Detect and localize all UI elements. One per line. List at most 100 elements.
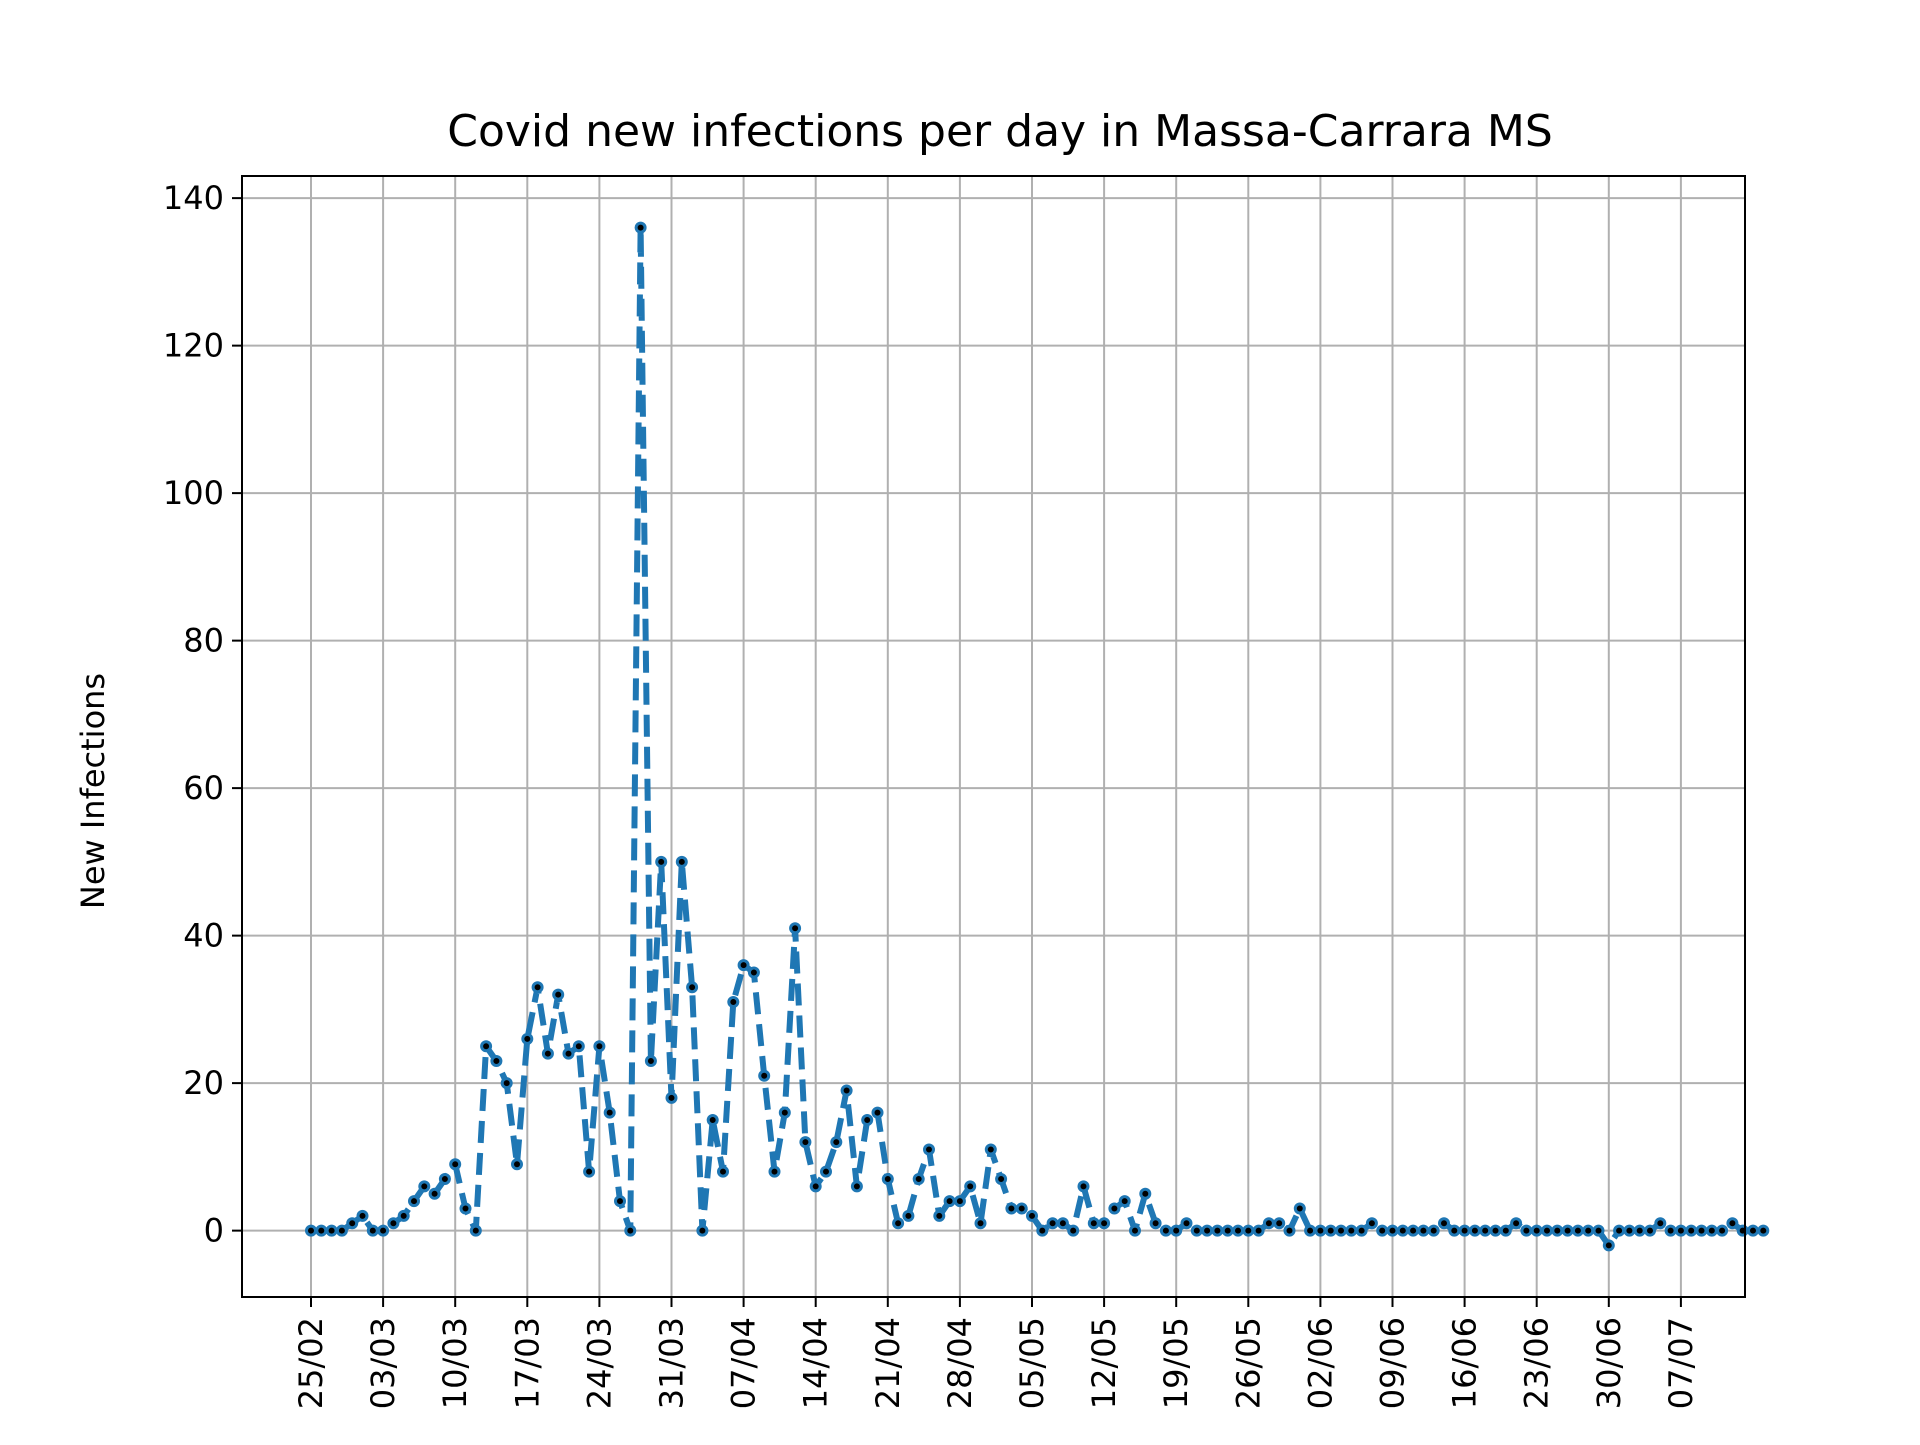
data-point — [727, 996, 740, 1008]
data-point — [1232, 1224, 1244, 1237]
data-point — [706, 1114, 719, 1126]
data-point — [397, 1209, 410, 1222]
x-tick-label: 30/06 — [1590, 1317, 1628, 1409]
data-point — [1633, 1224, 1646, 1237]
data-point — [335, 1224, 348, 1237]
x-tick-label: 03/03 — [364, 1317, 402, 1409]
data-point — [675, 855, 688, 868]
data-point — [1190, 1224, 1203, 1237]
chart-title: Covid new infections per day in Massa-Ca… — [447, 106, 1553, 157]
data-point — [1520, 1224, 1533, 1237]
x-tick-label: 02/06 — [1301, 1317, 1339, 1409]
x-tick-label: 07/04 — [725, 1317, 763, 1409]
data-point — [820, 1165, 832, 1178]
data-point — [325, 1224, 338, 1237]
data-point — [1396, 1224, 1409, 1237]
plot-frame — [241, 175, 1746, 1298]
data-point — [830, 1136, 843, 1149]
data-point — [490, 1055, 503, 1067]
data-point — [840, 1084, 853, 1097]
data-point — [634, 221, 647, 234]
data-point — [593, 1040, 606, 1053]
data-point — [1015, 1202, 1028, 1215]
data-point — [1582, 1224, 1595, 1237]
data-point — [305, 1224, 317, 1237]
x-tick-label: 25/02 — [292, 1317, 330, 1409]
data-point — [1448, 1224, 1461, 1237]
data-point — [603, 1106, 616, 1119]
data-point — [923, 1143, 935, 1156]
data-point — [366, 1224, 379, 1237]
data-point — [1201, 1224, 1214, 1237]
data-point — [1407, 1224, 1420, 1237]
data-point — [469, 1224, 482, 1237]
x-tick-label: 05/05 — [1013, 1317, 1051, 1409]
data-point — [933, 1209, 946, 1222]
data-point — [717, 1165, 729, 1178]
data-point — [624, 1224, 637, 1237]
data-point — [995, 1173, 1008, 1185]
data-point — [1180, 1217, 1193, 1230]
data-point — [356, 1209, 369, 1222]
data-point — [686, 981, 699, 994]
x-tick-label: 16/06 — [1446, 1317, 1484, 1409]
data-point — [1551, 1224, 1564, 1237]
data-point — [644, 1055, 657, 1067]
data-point — [1592, 1224, 1605, 1237]
data-point — [449, 1158, 462, 1171]
data-point — [861, 1114, 874, 1126]
data-point — [768, 1165, 781, 1178]
data-point — [614, 1195, 626, 1208]
data-point — [1613, 1224, 1626, 1237]
y-tick-label: 100 — [163, 474, 224, 512]
x-tick-label: 10/03 — [436, 1317, 474, 1409]
data-point — [984, 1143, 997, 1156]
data-point — [1026, 1209, 1038, 1222]
data-point — [1644, 1224, 1656, 1237]
y-tick-label: 140 — [163, 179, 224, 217]
data-point — [809, 1180, 822, 1193]
data-point — [1273, 1217, 1286, 1230]
data-point — [1139, 1187, 1152, 1200]
x-tick-label: 12/05 — [1085, 1317, 1123, 1409]
data-point — [1242, 1224, 1255, 1237]
data-point — [1571, 1224, 1584, 1237]
data-point — [1036, 1224, 1049, 1237]
data-point — [1159, 1224, 1172, 1237]
x-tick-label: 24/03 — [580, 1317, 618, 1409]
data-point — [696, 1224, 709, 1237]
grid-lines — [242, 176, 1745, 1297]
series-line — [311, 224, 1764, 1249]
data-point — [1314, 1224, 1327, 1237]
data-point — [500, 1077, 513, 1090]
data-point — [1602, 1239, 1615, 1252]
data-point — [943, 1195, 956, 1208]
data-point — [1664, 1224, 1677, 1237]
data-point — [1427, 1224, 1440, 1237]
y-axis-label: New Infections — [74, 673, 112, 909]
data-point — [480, 1040, 493, 1053]
data-point — [1293, 1202, 1306, 1215]
data-point — [377, 1224, 390, 1237]
x-tick-label: 23/06 — [1518, 1317, 1556, 1409]
data-point — [1499, 1224, 1512, 1237]
data-point — [953, 1195, 966, 1208]
data-point — [1541, 1224, 1553, 1237]
data-point — [1386, 1224, 1399, 1237]
data-point — [912, 1173, 925, 1185]
data-point — [1087, 1217, 1100, 1230]
data-point — [850, 1180, 863, 1193]
data-point — [1654, 1217, 1667, 1230]
data-point — [1304, 1224, 1317, 1237]
data-point — [1479, 1224, 1492, 1237]
data-point — [346, 1217, 359, 1230]
data-point — [1530, 1224, 1543, 1237]
data-point — [1747, 1224, 1759, 1237]
data-point — [964, 1180, 977, 1193]
data-point — [1489, 1224, 1502, 1237]
data-point — [418, 1180, 431, 1193]
data-point — [1345, 1224, 1358, 1237]
data-point — [583, 1165, 596, 1178]
data-point — [1623, 1224, 1636, 1237]
